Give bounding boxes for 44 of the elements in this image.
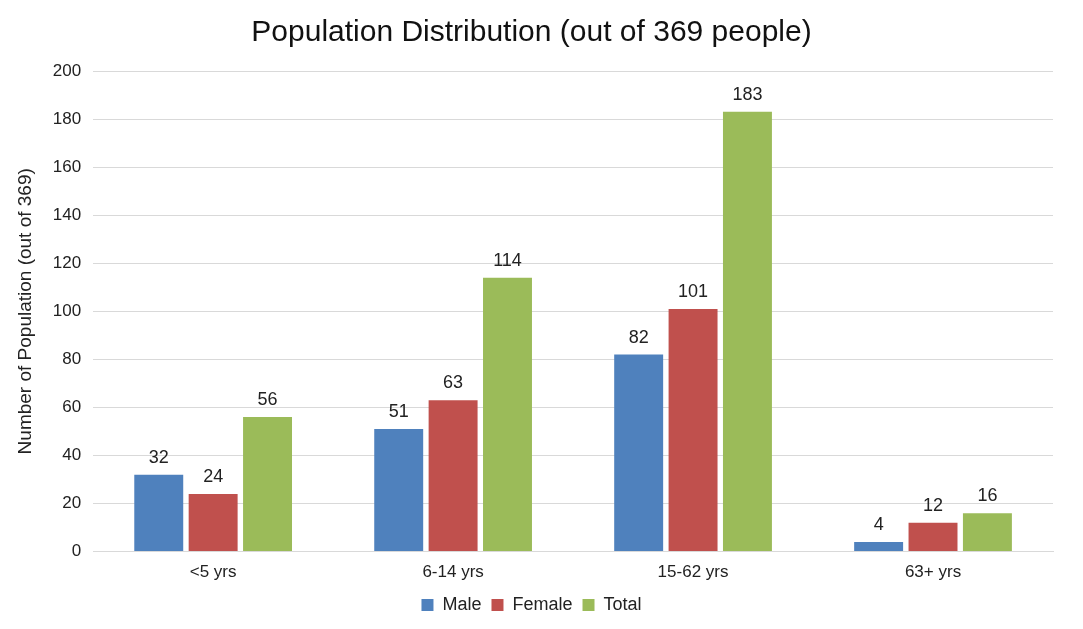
bar	[243, 417, 293, 552]
y-tick-label: 200	[52, 60, 82, 80]
y-tick-label: 100	[52, 300, 82, 320]
data-label: 16	[977, 485, 998, 506]
bar	[614, 354, 664, 552]
bar	[668, 308, 718, 552]
y-tick-label: 180	[52, 108, 82, 128]
data-label: 101	[678, 280, 709, 301]
legend-label: Male	[442, 593, 482, 614]
data-label: 63	[443, 372, 464, 393]
x-tick-label: 15-62 yrs	[657, 562, 729, 582]
y-tick-label: 120	[52, 252, 82, 272]
bar	[483, 277, 532, 552]
y-axis-title: Number of Population (out of 369)	[13, 168, 35, 455]
legend-label: Total	[603, 593, 642, 614]
bar	[188, 493, 238, 552]
data-label: 51	[388, 401, 409, 422]
y-tick-label: 0	[71, 541, 82, 561]
bar	[908, 522, 958, 552]
data-label: 4	[873, 513, 884, 534]
bar	[134, 474, 184, 552]
data-label: 24	[203, 465, 224, 486]
y-tick-label: 80	[62, 349, 82, 369]
y-tick-label: 160	[52, 156, 82, 176]
data-label: 32	[148, 446, 169, 467]
data-label: 183	[732, 83, 763, 104]
legend-label: Female	[512, 593, 573, 614]
chart-title: Population Distribution (out of 369 people)	[251, 14, 812, 48]
bar	[854, 541, 904, 552]
y-tick-label: 60	[62, 397, 82, 417]
bar	[722, 111, 772, 552]
y-tick-label: 40	[62, 445, 82, 465]
bar	[962, 513, 1012, 552]
x-tick-label: <5 yrs	[189, 562, 237, 582]
y-tick-label: 140	[52, 204, 82, 224]
data-label: 12	[923, 494, 944, 515]
y-tick-label: 20	[62, 493, 82, 513]
x-tick-label: 6-14 yrs	[422, 562, 484, 582]
data-label: 114	[493, 249, 522, 270]
bar	[374, 429, 424, 552]
bar	[428, 400, 478, 552]
data-label: 82	[628, 326, 649, 347]
x-tick-label: 63+ yrs	[904, 562, 962, 582]
data-label: 56	[257, 389, 278, 409]
